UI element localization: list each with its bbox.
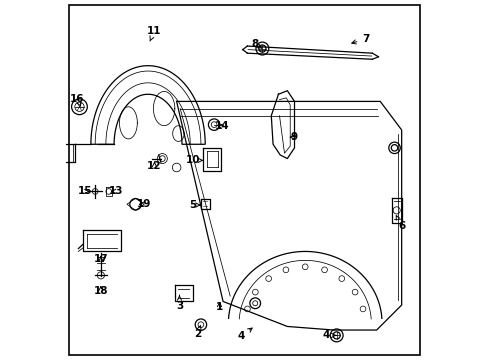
- Text: 18: 18: [94, 286, 108, 296]
- Text: 16: 16: [70, 94, 84, 107]
- Text: 13: 13: [108, 186, 123, 197]
- Text: 3: 3: [176, 295, 183, 311]
- Text: 5: 5: [189, 200, 200, 210]
- Text: 2: 2: [193, 326, 201, 339]
- Text: 17: 17: [93, 254, 108, 264]
- Text: 9: 9: [290, 132, 298, 142]
- Text: 12: 12: [147, 161, 162, 171]
- Text: 7: 7: [351, 34, 369, 44]
- Text: 11: 11: [147, 26, 162, 41]
- Text: 1: 1: [215, 302, 223, 312]
- Text: 15: 15: [78, 186, 93, 197]
- Text: 4: 4: [322, 330, 335, 341]
- Text: 8: 8: [251, 39, 261, 49]
- Text: 6: 6: [395, 216, 405, 231]
- Text: 10: 10: [185, 156, 203, 165]
- Text: 4: 4: [237, 328, 252, 342]
- Text: 14: 14: [215, 121, 229, 131]
- Text: 19: 19: [137, 199, 151, 209]
